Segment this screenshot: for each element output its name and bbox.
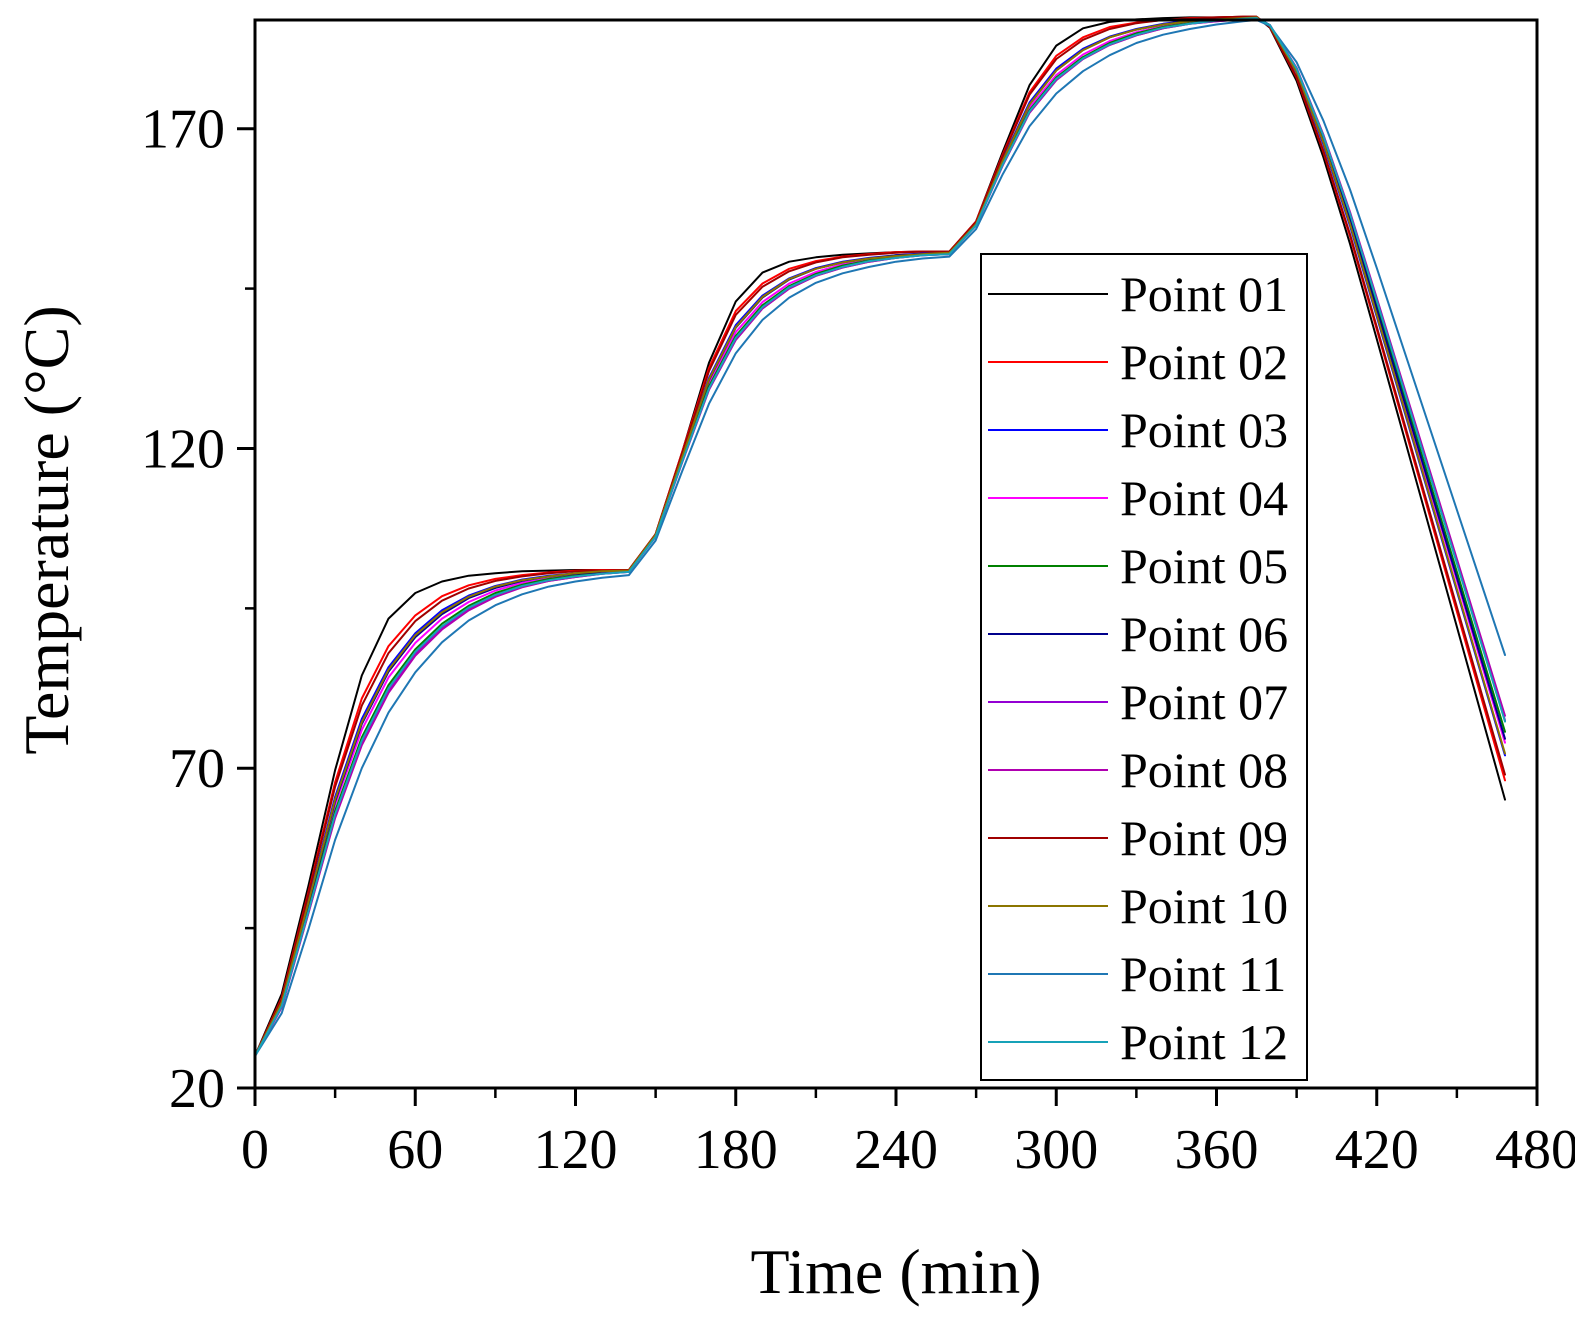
x-tick-label: 60 bbox=[387, 1119, 443, 1181]
x-tick-label: 120 bbox=[534, 1119, 618, 1181]
legend-label: Point 03 bbox=[1120, 402, 1288, 458]
y-tick-label: 120 bbox=[141, 418, 225, 480]
y-axis-title: Temperature (°C) bbox=[11, 305, 82, 754]
legend-entry: Point 10 bbox=[988, 878, 1288, 934]
x-tick-label: 0 bbox=[241, 1119, 269, 1181]
series-line-12 bbox=[254, 17, 1506, 1057]
plot-frame bbox=[253, 18, 1539, 1090]
legend-entry: Point 11 bbox=[988, 946, 1286, 1002]
series-line-5 bbox=[254, 17, 1506, 1057]
legend-entry: Point 07 bbox=[988, 674, 1288, 730]
x-tick-label: 300 bbox=[1014, 1119, 1098, 1181]
axis-ticks bbox=[237, 127, 1539, 1106]
legend-label: Point 10 bbox=[1120, 878, 1288, 934]
series-layer bbox=[254, 15, 1506, 1057]
series-line-11 bbox=[254, 19, 1506, 1057]
legend-label: Point 09 bbox=[1120, 810, 1288, 866]
series-line-2 bbox=[254, 15, 1506, 1057]
legend-entry: Point 01 bbox=[988, 266, 1288, 322]
legend-label: Point 11 bbox=[1120, 946, 1286, 1002]
legend-label: Point 04 bbox=[1120, 470, 1288, 526]
legend-entry: Point 05 bbox=[988, 538, 1288, 594]
legend-entry: Point 08 bbox=[988, 742, 1288, 798]
x-tick-label: 420 bbox=[1335, 1119, 1419, 1181]
legend-entry: Point 09 bbox=[988, 810, 1288, 866]
series-line-10 bbox=[254, 16, 1506, 1057]
y-tick-label: 70 bbox=[169, 738, 225, 800]
legend-label: Point 02 bbox=[1120, 334, 1288, 390]
y-tick-label: 170 bbox=[141, 99, 225, 161]
legend-entry: Point 02 bbox=[988, 334, 1288, 390]
legend-entry: Point 03 bbox=[988, 402, 1288, 458]
series-line-4 bbox=[254, 16, 1506, 1057]
x-tick-label: 360 bbox=[1175, 1119, 1259, 1181]
x-tick-label: 240 bbox=[854, 1119, 938, 1181]
legend-label: Point 07 bbox=[1120, 674, 1288, 730]
x-tick-label: 480 bbox=[1495, 1119, 1575, 1181]
x-tick-label: 180 bbox=[694, 1119, 778, 1181]
legend-box bbox=[980, 253, 1308, 1081]
legend-entry: Point 04 bbox=[988, 470, 1288, 526]
legend-label: Point 12 bbox=[1120, 1014, 1288, 1070]
series-line-1 bbox=[254, 15, 1506, 1057]
x-axis-title: Time (min) bbox=[751, 1236, 1042, 1307]
legend-entry: Point 06 bbox=[988, 606, 1288, 662]
legend-entry: Point 12 bbox=[988, 1014, 1288, 1070]
axis-tick-labels: 0 60 120 180 240 300 360 420 480 20 70 120 170 bbox=[141, 99, 1575, 1181]
legend-label: Point 08 bbox=[1120, 742, 1288, 798]
legend-label: Point 06 bbox=[1120, 606, 1288, 662]
series-line-6 bbox=[254, 16, 1506, 1057]
series-line-9 bbox=[254, 15, 1506, 1057]
legend-label: Point 01 bbox=[1120, 266, 1288, 322]
legend-entries: Point 01 Point 02 Point 03 Point 04 Point 05… bbox=[988, 266, 1288, 1070]
y-tick-label: 20 bbox=[169, 1058, 225, 1120]
series-line-8 bbox=[254, 17, 1506, 1057]
legend-label: Point 05 bbox=[1120, 538, 1288, 594]
series-line-7 bbox=[254, 17, 1506, 1057]
series-line-3 bbox=[254, 16, 1506, 1057]
legend: Point 01 Point 02 Point 03 Point 04 Point 05… bbox=[980, 253, 1308, 1081]
